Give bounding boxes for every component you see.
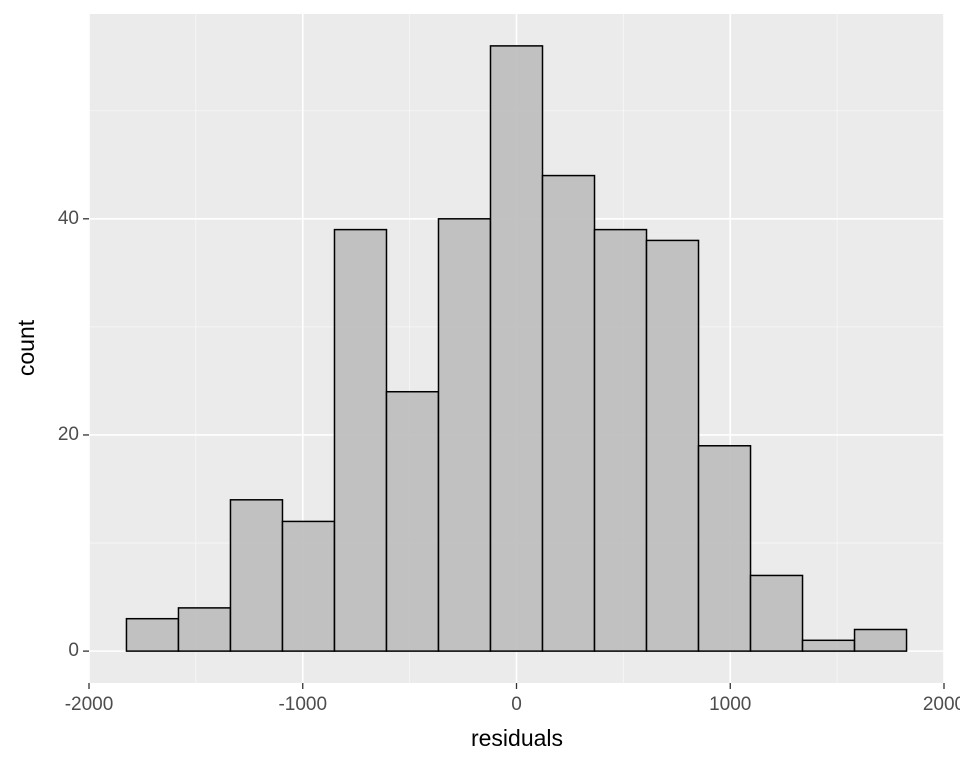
- x-tick-label: 2000: [923, 694, 960, 715]
- x-tick-label: 1000: [709, 694, 751, 715]
- bar: [853, 628, 908, 652]
- bar: [749, 574, 804, 652]
- y-axis-label: count: [13, 319, 39, 376]
- y-tick-label: 40: [58, 208, 79, 229]
- bar: [645, 239, 700, 652]
- bar: [229, 499, 284, 652]
- x-tick-label: -1000: [278, 694, 327, 715]
- x-tick-label: 0: [511, 694, 522, 715]
- x-tick-label: -2000: [65, 694, 114, 715]
- bar: [333, 228, 388, 652]
- bar: [489, 45, 544, 652]
- bar: [697, 445, 752, 652]
- bar: [281, 520, 336, 652]
- bar: [177, 607, 232, 652]
- bar: [125, 617, 180, 652]
- x-axis-label: residuals: [471, 725, 563, 751]
- bar: [593, 228, 648, 652]
- bar: [437, 218, 492, 652]
- y-tick-label: 0: [68, 640, 79, 661]
- y-tick-label: 20: [58, 424, 79, 445]
- bar: [801, 639, 856, 652]
- bar: [385, 390, 440, 652]
- bar: [541, 174, 596, 652]
